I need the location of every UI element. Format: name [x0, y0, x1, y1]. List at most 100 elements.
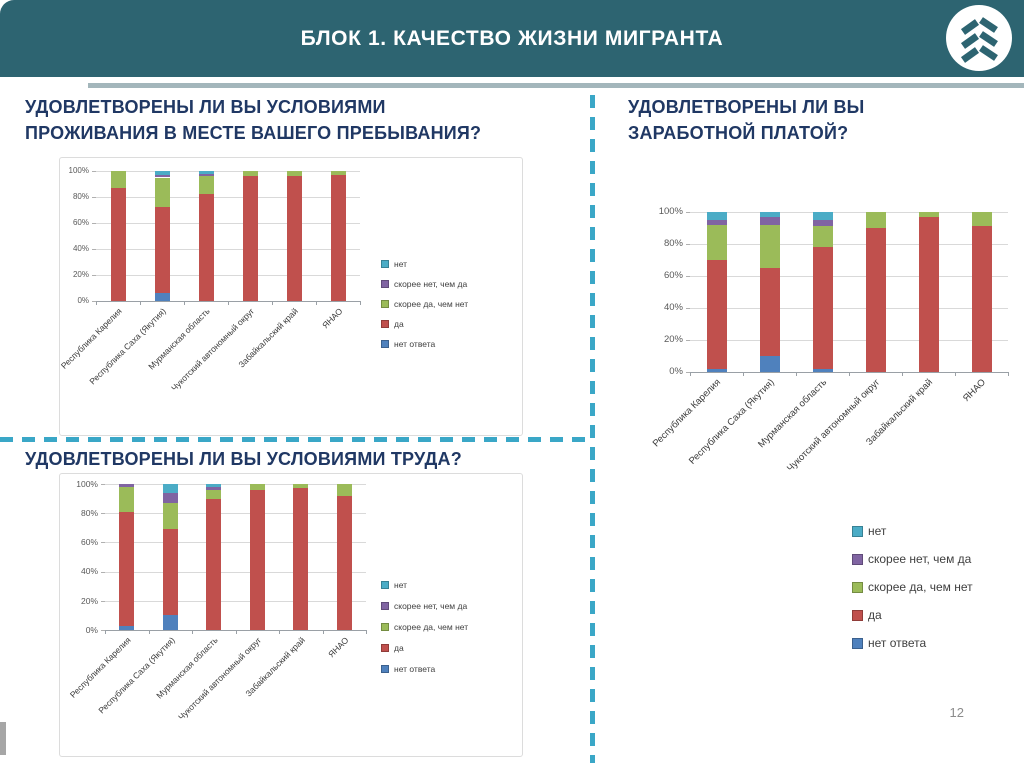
x-axis-tick: [235, 630, 237, 634]
legend-label: скорее нет, чем да: [394, 279, 468, 289]
x-axis-tick: [849, 372, 850, 376]
gridline: [690, 276, 1008, 277]
x-axis-tick: [184, 301, 185, 305]
y-axis-tick-label: 40%: [72, 244, 89, 254]
x-axis-tick: [1008, 372, 1009, 376]
bar-segment: [706, 368, 727, 372]
bar-segment: [206, 498, 222, 630]
bar-segment: [162, 492, 178, 503]
y-axis-tick-label: 0%: [669, 366, 683, 378]
y-axis-tick: [686, 372, 690, 373]
y-axis-tick-label: 80%: [80, 507, 98, 518]
gridline: [96, 223, 360, 224]
legend-item: нет ответа: [381, 334, 468, 354]
y-axis-tick: [101, 513, 105, 515]
question-title-salary: УДОВЛЕТВОРЕНЫ ЛИ ВЫ ЗАРАБОТНОЙ ПЛАТОЙ?: [628, 97, 865, 143]
bar-segment: [706, 224, 727, 260]
bar-segment: [249, 489, 265, 630]
legend-label: да: [394, 319, 404, 329]
question-title-working-conditions: УДОВЛЕТВОРЕНЫ ЛИ ВЫ УСЛОВИЯМИ ТРУДА?: [25, 449, 462, 469]
legend-item: скорее нет, чем да: [381, 274, 468, 294]
x-axis-tick: [360, 301, 361, 305]
x-axis-tick: [105, 630, 106, 634]
bar-segment: [198, 194, 214, 301]
bar-segment: [110, 187, 126, 301]
bar-segment: [759, 216, 780, 225]
x-axis-label: Чукотский автономный округ: [176, 635, 264, 723]
bar-segment: [336, 484, 352, 496]
bar-segment: [812, 368, 833, 372]
y-axis-tick: [101, 571, 105, 573]
legend-swatch: [381, 622, 389, 631]
y-axis-tick-label: 60%: [80, 537, 98, 548]
gridline: [690, 308, 1008, 309]
slide-title: БЛОК 1. КАЧЕСТВО ЖИЗНИ МИГРАНТА: [300, 27, 724, 50]
legend-swatch: [381, 280, 389, 288]
bar-segment: [865, 212, 886, 228]
header-underline: [88, 83, 1024, 88]
legend-label: нет: [394, 579, 408, 590]
bar-segment: [293, 488, 309, 630]
legend-swatch: [381, 340, 389, 348]
bar-segment: [812, 220, 833, 227]
legend-item: нет: [381, 574, 468, 595]
bar-segment: [154, 171, 170, 175]
gridline: [105, 513, 366, 515]
gridline: [105, 600, 366, 602]
legend-item: скорее да, чем нет: [852, 573, 973, 601]
legend: нет скорее нет, чем да скорее да, чем нет д…: [381, 254, 468, 354]
legend-swatch: [852, 525, 863, 537]
legend-item: скорее нет, чем да: [381, 595, 468, 616]
gridline: [690, 212, 1008, 213]
legend-label: скорее да, чем нет: [394, 299, 469, 309]
bar-segment: [971, 212, 992, 227]
y-axis-tick: [92, 197, 96, 198]
legend-item: да: [852, 601, 973, 629]
vertical-dashed-divider: [590, 95, 595, 763]
bar-segment: [286, 176, 302, 301]
x-axis-tick: [690, 372, 691, 376]
legend-label: нет ответа: [868, 636, 927, 650]
bar-segment: [242, 176, 258, 301]
legend-swatch: [852, 553, 863, 565]
x-axis-tick: [955, 372, 956, 376]
question-title-living-conditions: УДОВЛЕТВОРЕНЫ ЛИ ВЫ УСЛОВИЯМИ ПРОЖИВАНИЯ…: [25, 97, 482, 143]
x-axis-label: Республика Саха (Якутия): [87, 306, 169, 387]
y-axis-tick: [92, 249, 96, 250]
legend-label: скорее да, чем нет: [394, 621, 469, 632]
bar-segment: [198, 171, 214, 174]
x-axis-tick: [796, 372, 797, 376]
bar-segment: [198, 176, 214, 195]
y-axis-tick: [92, 301, 96, 302]
x-axis-tick: [228, 301, 229, 305]
bar-segment: [162, 484, 178, 493]
y-axis-tick-label: 0%: [85, 624, 98, 635]
bar-segment: [706, 220, 727, 225]
y-axis-tick-label: 100%: [658, 206, 683, 218]
living-conditions-chart: 0% 20% 40% 60% 80% 100% Республика Карелия Респ…: [59, 157, 523, 436]
y-axis-tick-label: 0%: [77, 296, 89, 306]
legend-swatch: [852, 637, 863, 649]
legend-item: скорее да, чем нет: [381, 616, 468, 637]
x-axis-tick: [279, 630, 280, 634]
legend-label: да: [868, 608, 882, 622]
y-axis-tick: [92, 275, 96, 276]
bar-segment: [330, 174, 346, 301]
legend-item: да: [381, 314, 468, 334]
legend-item: нет ответа: [852, 629, 973, 657]
legend: нет скорее нет, чем да скорее да, чем нет д…: [381, 574, 468, 679]
salary-chart: 0% 20% 40% 60% 80% 100% Республика Карелия Респ…: [628, 200, 1024, 655]
bar-segment: [918, 216, 939, 372]
y-axis-tick: [686, 276, 690, 277]
y-axis-tick: [101, 542, 105, 544]
y-axis-tick-label: 60%: [663, 270, 683, 282]
gridline: [690, 340, 1008, 341]
bar-segment: [119, 625, 135, 630]
left-edge-tab: [0, 722, 6, 755]
legend-item: нет: [381, 254, 468, 274]
legend-label: да: [394, 642, 404, 653]
bar-segment: [759, 268, 780, 356]
legend-item: скорее нет, чем да: [852, 545, 973, 573]
x-axis-label: ЯНАО: [319, 306, 345, 331]
x-axis-tick: [272, 301, 273, 305]
